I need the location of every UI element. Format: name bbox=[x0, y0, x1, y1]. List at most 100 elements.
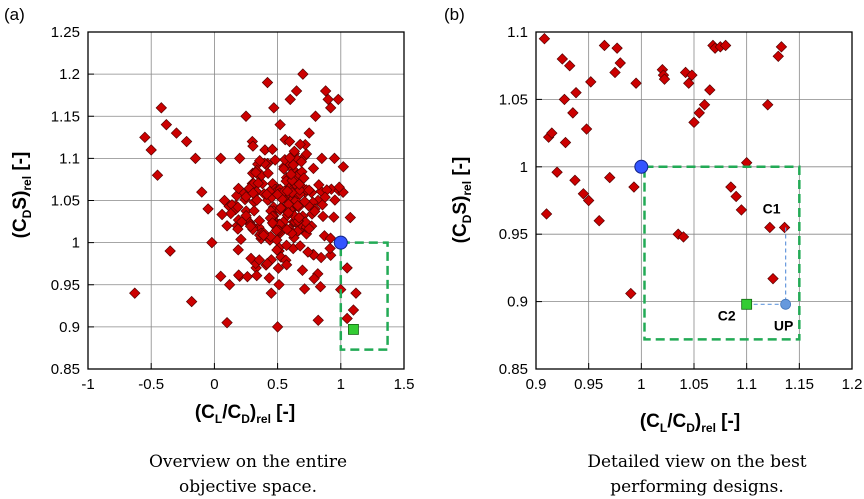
design-point bbox=[686, 69, 698, 81]
design-point bbox=[679, 66, 692, 79]
design-point bbox=[764, 221, 776, 234]
design-point bbox=[337, 161, 350, 173]
design-point bbox=[614, 57, 626, 69]
design-point bbox=[625, 287, 637, 300]
design-point bbox=[611, 42, 623, 54]
design-point bbox=[558, 93, 571, 106]
design-point bbox=[559, 136, 572, 149]
panel-a-data bbox=[129, 68, 362, 333]
design-point bbox=[274, 118, 286, 131]
design-point bbox=[350, 287, 362, 299]
design-point bbox=[775, 41, 788, 53]
design-point bbox=[293, 178, 305, 191]
x-tick-label: 0 bbox=[210, 376, 218, 393]
design-point bbox=[294, 240, 306, 252]
design-point bbox=[216, 208, 228, 221]
design-point bbox=[129, 287, 141, 299]
x-tick-label: 0.5 bbox=[267, 376, 288, 393]
design-point bbox=[215, 270, 227, 283]
x-tick-label: 1 bbox=[637, 376, 645, 393]
design-point bbox=[139, 131, 151, 144]
design-point bbox=[693, 107, 705, 119]
design-point bbox=[280, 239, 293, 252]
design-point bbox=[593, 215, 605, 227]
x-tick-label: 1.05 bbox=[679, 376, 708, 393]
design-point bbox=[303, 127, 315, 139]
design-point bbox=[265, 287, 277, 299]
design-point bbox=[254, 155, 266, 167]
design-point bbox=[292, 199, 304, 212]
y-tick-label: 1.15 bbox=[51, 108, 80, 125]
design-point bbox=[251, 269, 263, 282]
design-point bbox=[288, 145, 301, 157]
design-point bbox=[164, 245, 176, 257]
design-point bbox=[302, 246, 314, 258]
design-point bbox=[247, 187, 259, 199]
design-point bbox=[332, 93, 344, 106]
design-point bbox=[308, 272, 320, 285]
design-point bbox=[202, 203, 214, 215]
y-tick-label: 0.85 bbox=[499, 361, 528, 378]
x-tick-label: 0.9 bbox=[526, 376, 547, 393]
c1-label: C1 bbox=[763, 200, 781, 216]
design-point bbox=[564, 60, 576, 72]
design-point bbox=[294, 138, 306, 151]
design-point bbox=[324, 242, 336, 255]
y-tick-label: 1.05 bbox=[51, 193, 80, 210]
design-point bbox=[221, 316, 233, 329]
design-point bbox=[283, 135, 296, 148]
design-point bbox=[180, 135, 193, 148]
design-point bbox=[233, 152, 246, 165]
design-point bbox=[683, 77, 695, 89]
design-point bbox=[284, 93, 296, 106]
design-point bbox=[271, 321, 284, 333]
design-point bbox=[160, 118, 173, 131]
design-point bbox=[324, 102, 337, 114]
design-point bbox=[313, 179, 325, 191]
design-point bbox=[322, 93, 334, 106]
design-point bbox=[704, 84, 716, 96]
design-point bbox=[248, 205, 260, 217]
x-tick-label: 1.2 bbox=[842, 376, 863, 393]
design-point bbox=[698, 99, 711, 111]
design-point bbox=[266, 143, 279, 156]
design-point bbox=[329, 194, 341, 206]
design-point bbox=[281, 185, 294, 197]
design-point bbox=[196, 186, 208, 198]
design-point bbox=[266, 217, 279, 229]
panel-b-overlay: C1 C2 UP bbox=[634, 159, 801, 341]
x-tick-label: 1 bbox=[337, 376, 345, 393]
design-point bbox=[278, 163, 290, 175]
design-point bbox=[250, 166, 262, 179]
design-point bbox=[231, 190, 243, 202]
design-point bbox=[225, 207, 237, 220]
optimal-region-box bbox=[643, 165, 801, 341]
design-point bbox=[189, 152, 202, 165]
design-point bbox=[294, 184, 306, 196]
design-point bbox=[232, 223, 244, 235]
design-point bbox=[236, 216, 248, 228]
design-point bbox=[319, 85, 332, 97]
design-point bbox=[261, 257, 273, 270]
design-point bbox=[324, 249, 337, 261]
design-point bbox=[263, 272, 275, 284]
design-point bbox=[778, 221, 791, 234]
design-point bbox=[269, 154, 281, 166]
panel-b-ticks: 0.9 0.95 1 1.05 1.1 1.15 1.20.850.90.9511.051.… bbox=[499, 24, 863, 393]
design-point bbox=[273, 278, 285, 291]
design-point bbox=[300, 148, 313, 160]
design-point bbox=[577, 188, 590, 200]
design-point bbox=[314, 281, 327, 293]
panel-a-ticks: -1 -0.5 0 0.5 1 1.5 0.85 0.9 0.95 1 1.05 1.1 1.15 1.2… bbox=[51, 24, 415, 393]
panel-a-label: (a) bbox=[4, 5, 25, 24]
design-point bbox=[569, 174, 581, 186]
design-point bbox=[767, 272, 779, 285]
c2-point bbox=[741, 298, 753, 310]
panel-a-xlabel: (CL/CD)rel [-] bbox=[195, 402, 295, 426]
design-point bbox=[319, 191, 331, 203]
reference-point bbox=[634, 159, 649, 174]
y-tick-label: 0.95 bbox=[499, 226, 528, 243]
y-tick-label: 1 bbox=[72, 235, 80, 252]
panel-a-overlay bbox=[333, 235, 389, 351]
design-point bbox=[232, 201, 244, 213]
